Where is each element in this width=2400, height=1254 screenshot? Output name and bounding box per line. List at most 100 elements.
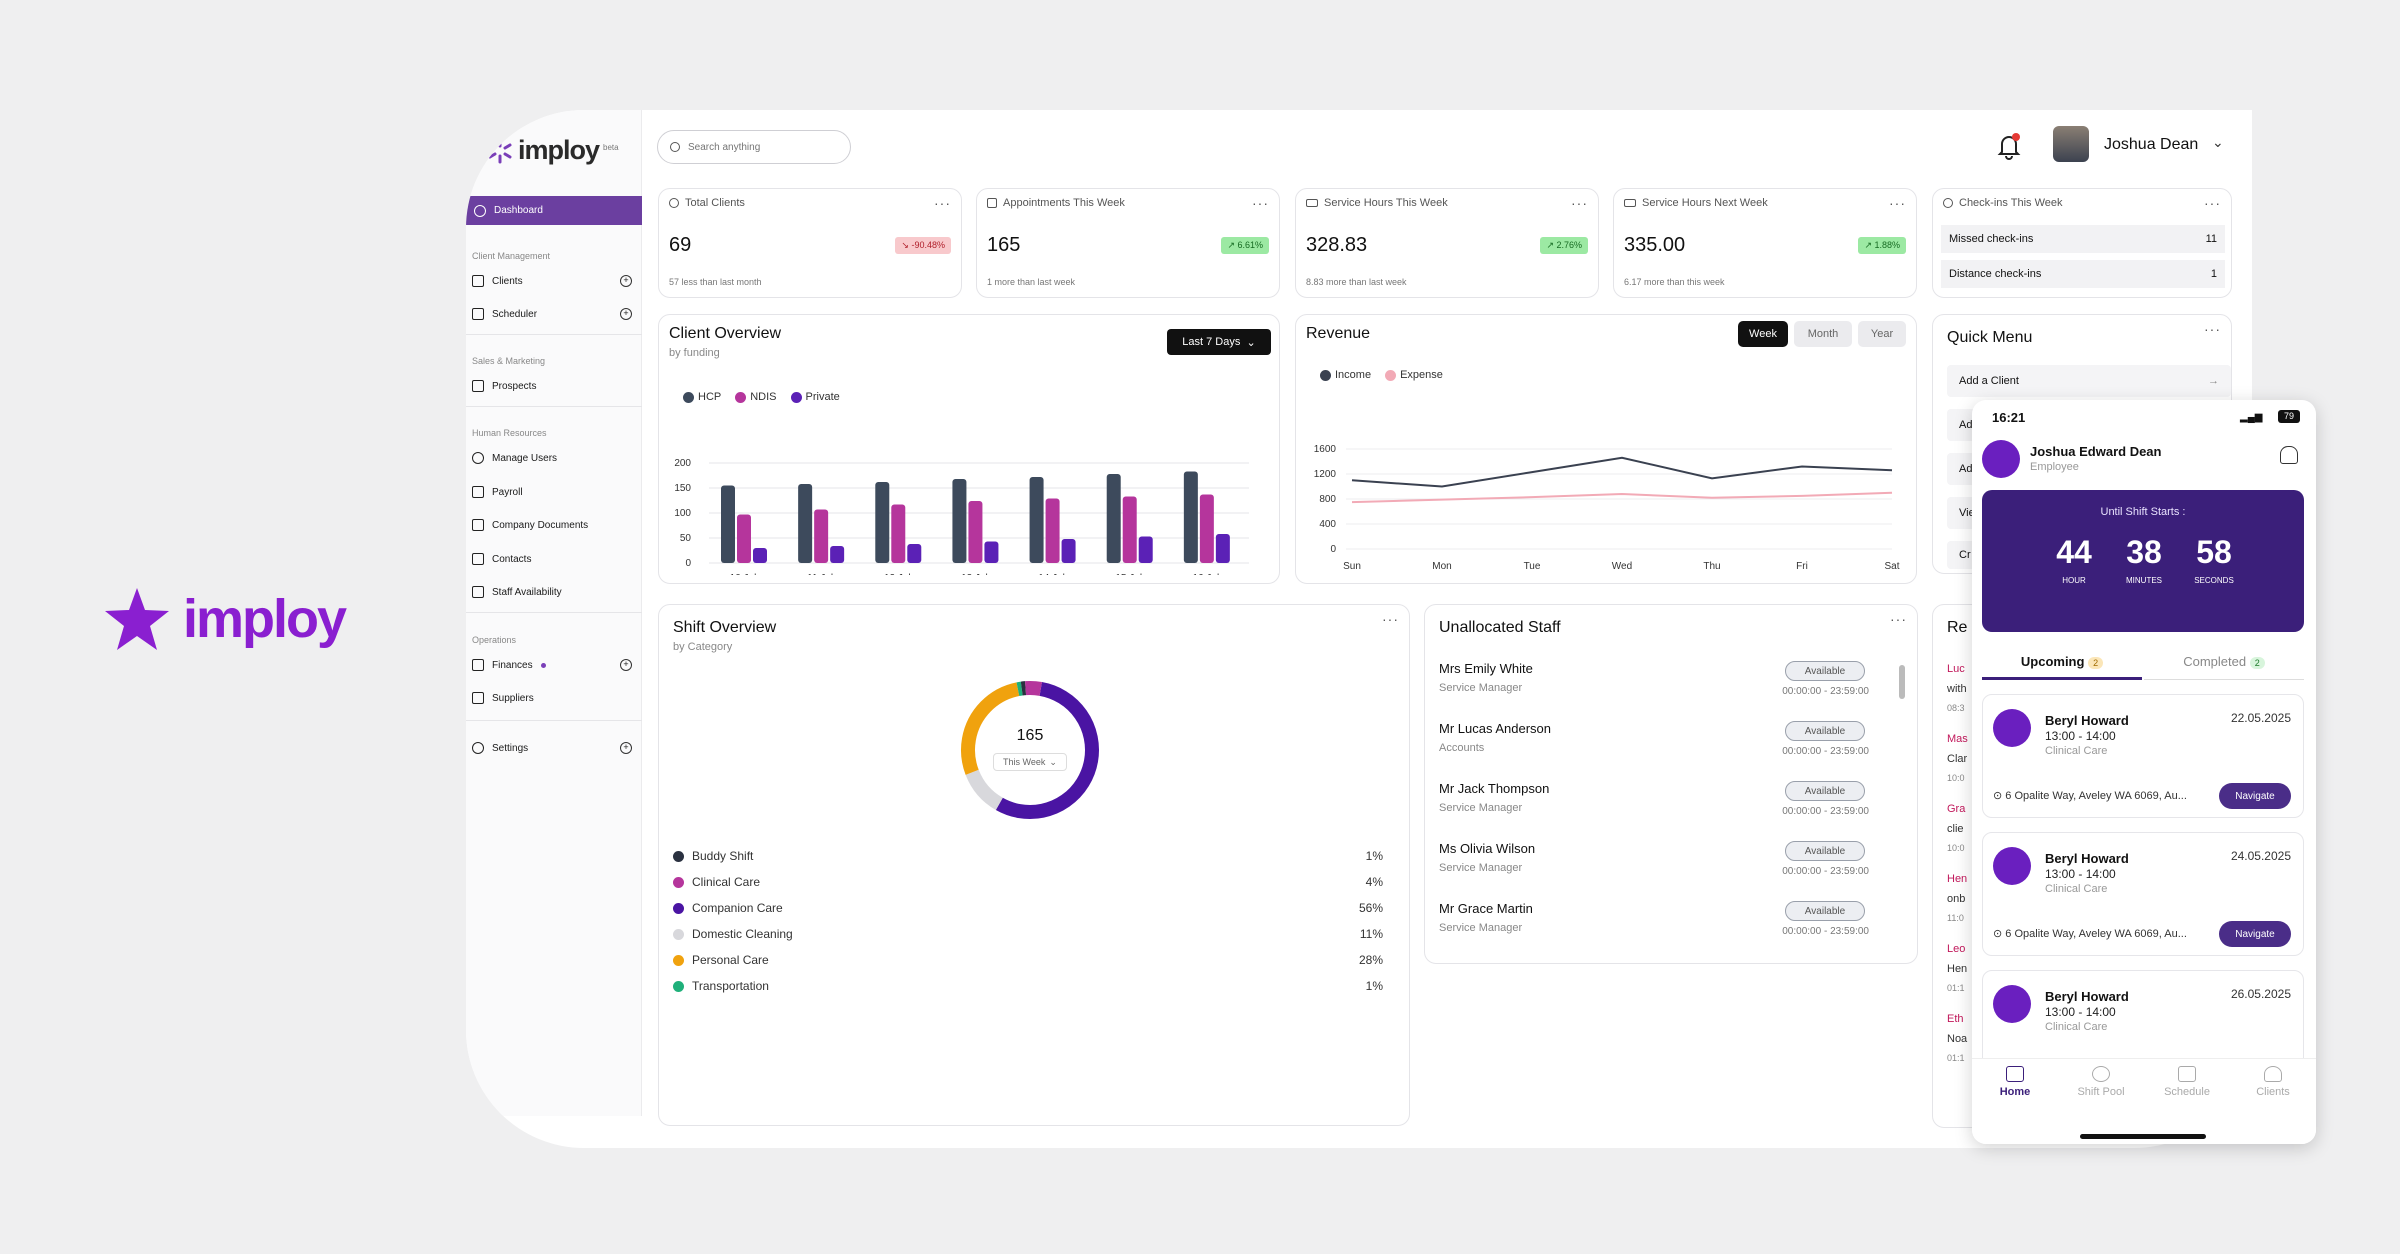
donut-range-dropdown[interactable]: This Week ⌄ — [993, 753, 1067, 771]
countdown-hours-label: HOUR — [2062, 576, 2086, 585]
search-bar[interactable] — [657, 130, 851, 164]
location-pin-icon: ⊙ — [1993, 790, 2003, 802]
client-name: Beryl Howard — [2045, 989, 2129, 1004]
quick-menu-add-client[interactable]: Add a Client → — [1947, 365, 2231, 397]
nav-home[interactable]: Home — [1972, 1066, 2058, 1098]
sidebar-item-finances[interactable]: Finances + — [472, 655, 636, 675]
sidebar-item-prospects[interactable]: Prospects — [472, 376, 636, 396]
more-options-icon[interactable]: ··· — [1890, 611, 1907, 627]
x-tick-label: 14 Jul — [1038, 573, 1065, 575]
sidebar-item-scheduler[interactable]: Scheduler + — [472, 304, 636, 324]
more-options-icon[interactable]: ··· — [934, 195, 951, 211]
calendar-icon — [2178, 1066, 2196, 1082]
range-dropdown[interactable]: Last 7 Days ⌄ — [1167, 329, 1271, 355]
sidebar-item-settings[interactable]: Settings + — [472, 738, 636, 758]
payroll-icon — [472, 486, 484, 498]
shift-card[interactable]: Beryl Howard 13:00 - 14:00 Clinical Care… — [1982, 694, 2304, 818]
scrollbar[interactable] — [1899, 665, 1905, 699]
tab-completed[interactable]: Completed 2 — [2144, 654, 2304, 680]
donut-slice-domestic-cleaning — [961, 681, 1099, 819]
more-options-icon[interactable]: ··· — [2204, 321, 2221, 337]
signal-icon: ▂▄▆ — [2240, 412, 2263, 423]
x-tick-label: 16 Jul — [1193, 573, 1220, 575]
checkin-row-missed[interactable]: Missed check-ins 11 — [1941, 225, 2225, 253]
revenue-card: Revenue Week Month Year Income Expense 0… — [1295, 314, 1917, 584]
tab-year[interactable]: Year — [1858, 321, 1906, 347]
nav-schedule[interactable]: Schedule — [2144, 1066, 2230, 1098]
recent-item-fragment: 08:3 — [1947, 703, 1965, 713]
tab-month[interactable]: Month — [1794, 321, 1852, 347]
sidebar-item-clients[interactable]: Clients + — [472, 271, 636, 291]
more-options-icon[interactable]: ··· — [1252, 195, 1269, 211]
staff-row[interactable]: Mr Lucas Anderson Accounts Available 00:00:… — [1439, 721, 1879, 779]
checkin-row-distance[interactable]: Distance check-ins 1 — [1941, 260, 2225, 288]
profile-avatar[interactable] — [1982, 440, 2020, 478]
tab-upcoming[interactable]: Upcoming 2 — [1982, 654, 2142, 680]
sidebar-item-staff-availability[interactable]: Staff Availability — [472, 582, 636, 602]
legend-swatch — [790, 391, 802, 403]
y-tick-label: 1600 — [1314, 444, 1337, 455]
nav-clients[interactable]: Clients — [2230, 1066, 2316, 1098]
shift-overview-card: Shift Overview by Category ··· 165 This … — [658, 604, 1410, 1126]
category-swatch — [673, 980, 684, 992]
bar-hcp — [721, 485, 735, 563]
bell-icon[interactable] — [2280, 446, 2298, 464]
calendar-icon — [472, 308, 484, 320]
chevron-down-icon[interactable]: ⌄ — [2212, 134, 2224, 150]
expand-icon[interactable]: + — [620, 742, 632, 754]
legend-private: Private — [790, 391, 840, 403]
legend-hcp: HCP — [683, 391, 721, 403]
staff-row[interactable]: Mrs Emily White Service Manager Available 0… — [1439, 661, 1879, 719]
staff-row[interactable]: Mr Grace Martin Service Manager Available 0… — [1439, 901, 1879, 959]
shift-date: 22.05.2025 — [2230, 711, 2291, 725]
bar-ndis — [737, 514, 751, 563]
countdown-minutes: 38 — [2126, 534, 2162, 570]
more-options-icon[interactable]: ··· — [1889, 195, 1906, 211]
expand-icon[interactable]: + — [620, 308, 632, 320]
stat-title-text: Total Clients — [685, 197, 745, 209]
sidebar-item-label: Company Documents — [492, 519, 589, 531]
expand-icon[interactable]: + — [620, 275, 632, 287]
sidebar-item-suppliers[interactable]: Suppliers — [472, 688, 636, 708]
x-tick-label: Wed — [1612, 561, 1632, 572]
staff-row[interactable]: Ms Olivia Wilson Service Manager Available… — [1439, 841, 1879, 899]
more-options-icon[interactable]: ··· — [2204, 195, 2221, 211]
sidebar-item-manage-users[interactable]: Manage Users — [472, 448, 636, 468]
clients-icon — [669, 198, 679, 208]
shift-address: ⊙ 6 Opalite Way, Aveley WA 6069, Au... — [1993, 927, 2187, 940]
trend-badge: ↗ 1.88% — [1858, 237, 1906, 254]
more-options-icon[interactable]: ··· — [1382, 611, 1399, 627]
legend-income: Income — [1320, 369, 1371, 381]
megaphone-icon — [472, 380, 484, 392]
app-logo[interactable]: imploy beta — [486, 135, 619, 166]
sidebar-item-dashboard[interactable]: Dashboard — [466, 196, 642, 225]
shift-time: 13:00 - 14:00 — [2045, 1005, 2116, 1019]
expand-icon[interactable]: + — [620, 659, 632, 671]
y-tick-label: 150 — [674, 483, 691, 494]
navigate-button[interactable]: Navigate — [2219, 783, 2291, 809]
tab-week[interactable]: Week — [1738, 321, 1788, 347]
avatar[interactable] — [2053, 126, 2089, 162]
legend-label: Private — [805, 391, 840, 403]
divider — [466, 406, 642, 407]
staff-row[interactable]: Mr Jack Thompson Service Manager Available… — [1439, 781, 1879, 839]
search-input[interactable] — [688, 141, 828, 153]
bar-ndis — [1199, 494, 1214, 563]
search-icon — [670, 142, 680, 152]
sidebar-item-company-documents[interactable]: Company Documents — [472, 515, 636, 535]
nav-shift-pool[interactable]: Shift Pool — [2058, 1066, 2144, 1098]
category-swatch — [673, 928, 684, 940]
user-name[interactable]: Joshua Dean — [2104, 136, 2199, 153]
shift-card[interactable]: Beryl Howard 13:00 - 14:00 Clinical Care… — [1982, 832, 2304, 956]
dashboard-icon — [474, 204, 486, 217]
more-options-icon[interactable]: ··· — [1571, 195, 1588, 211]
navigate-button[interactable]: Navigate — [2219, 921, 2291, 947]
nav-label: Schedule — [2164, 1086, 2210, 1098]
recent-item-fragment: Hen — [1947, 963, 1968, 975]
bell-icon[interactable] — [1996, 132, 2022, 160]
recent-item-fragment: 10:0 — [1947, 843, 1965, 853]
sidebar-item-contacts[interactable]: Contacts — [472, 549, 636, 569]
availability-time: 00:00:00 - 23:59:00 — [1782, 686, 1869, 697]
sidebar-item-payroll[interactable]: Payroll — [472, 482, 636, 502]
stat-value: 165 — [987, 234, 1021, 256]
